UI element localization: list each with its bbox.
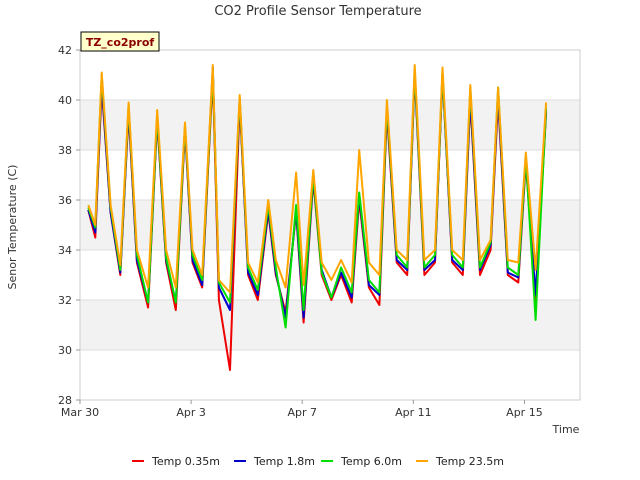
y-tick-label-6: 40	[58, 94, 72, 107]
y-tick-label-4: 36	[58, 194, 72, 207]
y-tick-label-1: 30	[58, 344, 72, 357]
x-tick-label-2: Apr 7	[287, 406, 317, 419]
legend-label-temp-1-8m: Temp 1.8m	[253, 455, 315, 468]
y-tick-label-0: 28	[58, 394, 72, 407]
station-tag: TZ_co2prof	[80, 31, 160, 52]
y-axis-label: Senor Temperature (C)	[6, 165, 19, 290]
x-axis-label: Time	[552, 423, 580, 436]
legend-label-temp-6-0m: Temp 6.0m	[340, 455, 402, 468]
x-tick-label-4: Apr 15	[506, 406, 543, 419]
station-tag-label: TZ_co2prof	[86, 36, 155, 49]
series-lines	[87, 64, 548, 371]
y-tick-label-5: 38	[58, 144, 72, 157]
series-line-temp-23-5m	[87, 64, 548, 294]
station-tag-box	[80, 31, 160, 52]
y-tick-label-2: 32	[58, 294, 72, 307]
y-tick-label-3: 34	[58, 244, 72, 257]
chart-title: CO2 Profile Sensor Temperature	[214, 4, 421, 19]
legend-label-temp-0-35m: Temp 0.35m	[151, 455, 220, 468]
x-tick-label-1: Apr 3	[176, 406, 206, 419]
plot-frame	[79, 49, 581, 401]
y-axis-ticks: 28 30 32 34 36 38 40 42	[58, 44, 80, 407]
band-0	[80, 300, 580, 350]
x-axis-ticks: Mar 30 Apr 3 Apr 7 Apr 11 Apr 15	[61, 400, 543, 419]
legend-label-temp-23-5m: Temp 23.5m	[435, 455, 504, 468]
x-tick-label-3: Apr 11	[395, 406, 432, 419]
y-tick-label-7: 42	[58, 44, 72, 57]
legend: Temp 0.35m Temp 1.8m Temp 6.0m Temp 23.5m	[132, 455, 504, 468]
x-tick-label-0: Mar 30	[61, 406, 99, 419]
